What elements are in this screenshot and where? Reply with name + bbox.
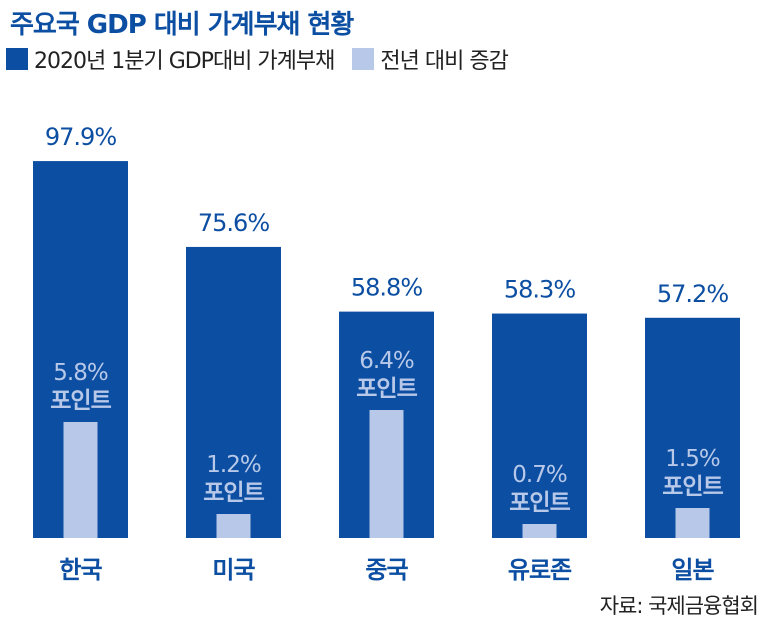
- value-label-debt-4: 57.2%: [657, 280, 728, 308]
- bar-debt-3: [492, 313, 587, 538]
- value-unit-change-0: 포인트: [50, 388, 111, 414]
- chart-legend: 2020년 1분기 GDP대비 가계부채 전년 대비 증감: [6, 44, 526, 74]
- value-label-change-1: 1.2%: [206, 452, 261, 478]
- category-label-0: 한국: [59, 556, 102, 584]
- value-unit-change-3: 포인트: [509, 490, 570, 516]
- legend-item-change: 전년 대비 증감: [352, 43, 509, 75]
- value-label-debt-1: 75.6%: [198, 209, 269, 237]
- legend-swatch-debt: [6, 48, 28, 70]
- category-label-2: 중국: [365, 556, 408, 584]
- bar-change-2: [369, 410, 404, 538]
- value-label-debt-3: 58.3%: [504, 276, 575, 304]
- value-label-change-4: 1.5%: [665, 446, 720, 472]
- bar-change-0: [63, 422, 98, 538]
- value-unit-change-2: 포인트: [356, 376, 417, 402]
- value-label-debt-0: 97.9%: [45, 123, 116, 151]
- legend-label-debt: 2020년 1분기 GDP대비 가계부채: [34, 49, 335, 74]
- value-unit-change-4: 포인트: [662, 474, 723, 500]
- chart-title: 주요국 GDP 대비 가계부채 현황: [10, 10, 354, 40]
- bar-change-4: [675, 508, 710, 538]
- value-unit-change-1: 포인트: [203, 480, 264, 506]
- category-label-4: 일본: [671, 556, 714, 584]
- legend-swatch-change: [352, 48, 375, 70]
- bar-debt-4: [645, 317, 740, 538]
- value-label-change-0: 5.8%: [53, 360, 108, 386]
- legend-item-debt: 2020년 1분기 GDP대비 가계부채: [6, 43, 335, 75]
- value-label-debt-2: 58.8%: [351, 274, 422, 302]
- bar-change-3: [522, 524, 557, 538]
- category-label-1: 미국: [212, 556, 255, 584]
- value-label-change-3: 0.7%: [512, 462, 567, 488]
- value-label-change-2: 6.4%: [359, 348, 414, 374]
- category-label-3: 유로존: [508, 556, 572, 584]
- bar-change-1: [216, 514, 251, 538]
- source-note: 자료: 국제금융협회: [599, 594, 759, 618]
- bar-debt-1: [186, 246, 281, 538]
- legend-label-change: 전년 대비 증감: [380, 49, 508, 74]
